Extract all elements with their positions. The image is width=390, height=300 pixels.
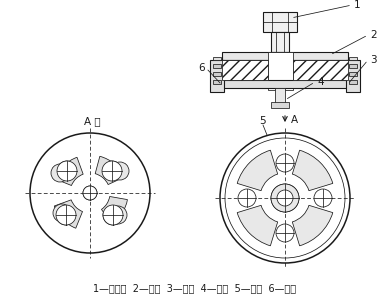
Bar [222,60,268,80]
Circle shape [111,162,129,180]
Bar [213,64,221,68]
Circle shape [83,186,97,200]
Bar [349,72,357,76]
Bar [271,32,289,52]
Circle shape [57,161,77,181]
Text: 5: 5 [260,116,266,126]
Bar [222,80,348,88]
Text: A 向: A 向 [84,116,100,126]
Circle shape [271,184,299,212]
Bar [213,57,221,60]
Circle shape [238,189,256,207]
Circle shape [277,190,293,206]
Text: 6: 6 [198,63,205,73]
Bar [222,60,348,80]
Bar [293,60,348,80]
Bar [268,52,293,90]
Circle shape [102,161,122,181]
Wedge shape [292,150,333,191]
Text: 2: 2 [370,30,377,40]
Bar [263,12,297,32]
Text: 4: 4 [317,77,324,87]
Circle shape [53,204,71,222]
Wedge shape [95,156,124,184]
Bar [271,102,289,108]
Text: 3: 3 [370,55,377,65]
Bar [213,72,221,76]
Wedge shape [55,157,83,185]
Wedge shape [237,205,278,246]
Wedge shape [54,200,83,228]
Bar [349,80,357,84]
Bar [346,60,360,92]
Text: 1—供料斗  2—粉罩  3—底盘  4—轉軸  5—刁板  6—圓盘: 1—供料斗 2—粉罩 3—底盘 4—轉軸 5—刁板 6—圓盘 [94,283,296,293]
Circle shape [103,205,123,225]
Circle shape [276,154,294,172]
Bar [210,60,224,92]
Wedge shape [101,196,128,224]
Circle shape [277,190,293,206]
Circle shape [56,205,76,225]
Wedge shape [292,205,333,246]
Bar [222,52,348,60]
Bar [275,88,285,105]
Text: A: A [291,115,298,125]
Circle shape [109,206,127,224]
Circle shape [314,189,332,207]
Wedge shape [237,150,278,191]
Circle shape [271,184,299,212]
Bar [213,80,221,84]
Circle shape [276,224,294,242]
Bar [349,57,357,60]
Bar [349,64,357,68]
Circle shape [51,164,69,182]
Text: 1: 1 [354,0,361,10]
